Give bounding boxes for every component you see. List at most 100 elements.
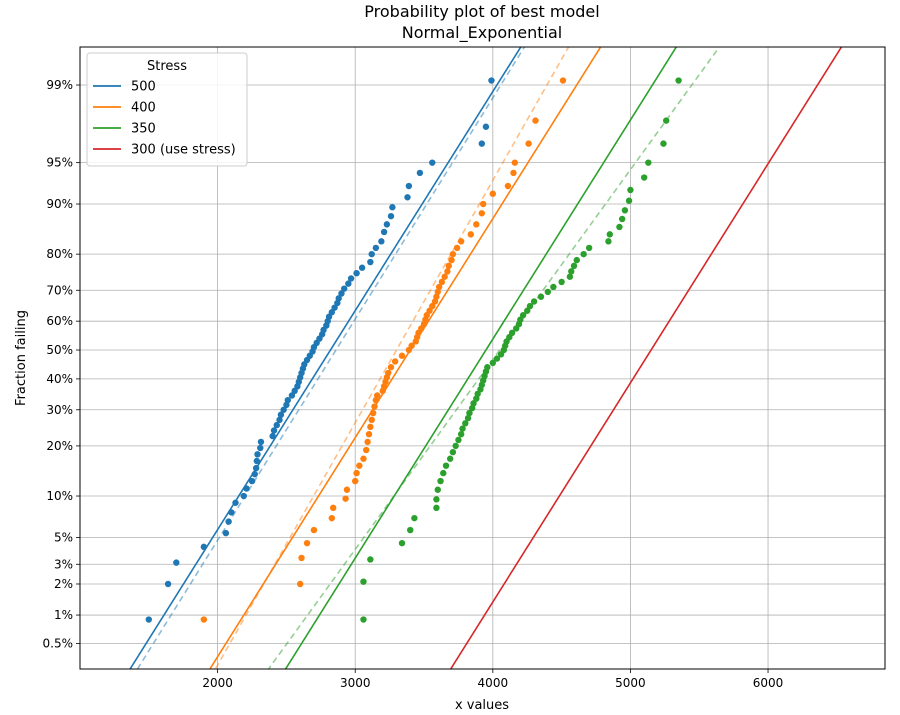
chart-subtitle: Normal_Exponential xyxy=(402,23,563,43)
point-500 xyxy=(368,250,375,258)
point-500 xyxy=(387,212,395,220)
point-350 xyxy=(558,278,565,286)
point-500 xyxy=(270,427,278,434)
point-500 xyxy=(367,258,374,266)
dashed-line-400 xyxy=(214,47,570,669)
point-400 xyxy=(478,210,486,217)
point-500 xyxy=(347,275,355,282)
y-tick-label: 40% xyxy=(46,372,73,386)
point-350 xyxy=(621,207,629,214)
legend-label-500: 500 xyxy=(131,80,156,95)
point-400 xyxy=(532,117,539,124)
point-400 xyxy=(433,293,440,300)
point-500 xyxy=(254,451,261,458)
point-400 xyxy=(449,250,457,258)
point-400 xyxy=(365,430,373,438)
point-350 xyxy=(433,496,440,503)
point-400 xyxy=(310,526,318,534)
point-350 xyxy=(550,283,557,291)
point-400 xyxy=(444,268,451,275)
x-tick-label: 3000 xyxy=(340,676,371,690)
point-500 xyxy=(145,616,153,623)
point-400 xyxy=(441,273,448,280)
y-axis-label: Fraction failing xyxy=(14,310,29,406)
point-500 xyxy=(253,457,261,465)
point-350 xyxy=(627,186,634,194)
point-500 xyxy=(416,169,424,177)
point-500 xyxy=(257,438,265,446)
point-500 xyxy=(273,421,280,429)
point-350 xyxy=(411,514,418,522)
point-350 xyxy=(457,430,465,438)
point-500 xyxy=(173,559,180,566)
legend: Stress 500 400 350 300 (use stress) xyxy=(86,52,248,167)
point-350 xyxy=(625,197,633,204)
point-500 xyxy=(222,529,230,537)
point-400 xyxy=(356,462,363,469)
dashed-line-350 xyxy=(267,47,721,669)
y-tick-label: 95% xyxy=(46,156,73,170)
point-500 xyxy=(240,492,247,500)
point-400 xyxy=(363,446,370,454)
point-500 xyxy=(228,509,235,516)
data-points xyxy=(145,77,682,623)
fitted-line-300-use-stress xyxy=(449,47,843,669)
point-400 xyxy=(457,238,465,245)
point-350 xyxy=(440,469,447,477)
point-350 xyxy=(449,448,457,456)
point-350 xyxy=(434,486,441,493)
point-350 xyxy=(605,238,612,245)
y-tick-label: 3% xyxy=(54,557,73,571)
point-350 xyxy=(398,539,406,547)
point-500 xyxy=(288,392,296,399)
point-400 xyxy=(504,182,512,190)
point-350 xyxy=(452,442,459,450)
point-500 xyxy=(383,221,391,228)
point-400 xyxy=(371,403,378,410)
point-350 xyxy=(484,364,491,371)
point-350 xyxy=(566,273,574,280)
point-350 xyxy=(616,223,623,231)
point-350 xyxy=(585,244,593,252)
y-tick-label: 30% xyxy=(46,403,73,417)
point-400 xyxy=(479,200,487,208)
fit-lines xyxy=(129,47,843,669)
point-400 xyxy=(385,369,392,377)
point-500 xyxy=(478,140,486,147)
point-350 xyxy=(573,256,580,264)
point-500 xyxy=(341,285,348,292)
point-350 xyxy=(675,77,682,84)
point-350 xyxy=(360,616,367,623)
point-350 xyxy=(530,298,538,305)
point-400 xyxy=(369,409,377,417)
point-350 xyxy=(442,462,450,469)
point-500 xyxy=(280,406,287,413)
point-350 xyxy=(489,359,497,367)
point-500 xyxy=(225,518,232,525)
legend-label-350: 350 xyxy=(131,122,156,137)
point-350 xyxy=(462,420,469,427)
y-tick-label: 10% xyxy=(46,489,73,503)
point-500 xyxy=(358,264,366,271)
point-400 xyxy=(329,504,337,512)
point-350 xyxy=(544,288,552,296)
point-500 xyxy=(338,290,345,297)
x-tick-label: 4000 xyxy=(478,676,509,690)
x-tick-label: 2000 xyxy=(202,676,233,690)
point-400 xyxy=(559,77,567,84)
point-350 xyxy=(526,302,534,310)
point-500 xyxy=(248,477,256,485)
point-350 xyxy=(570,262,578,270)
point-400 xyxy=(429,302,436,310)
y-tick-label: 70% xyxy=(46,283,73,297)
point-400 xyxy=(453,244,461,252)
point-400 xyxy=(525,140,532,147)
point-400 xyxy=(368,416,375,424)
point-500 xyxy=(232,499,239,506)
legend-box xyxy=(86,52,248,167)
point-400 xyxy=(473,221,480,228)
point-350 xyxy=(618,215,626,223)
point-350 xyxy=(367,556,374,563)
y-tick-label: 60% xyxy=(46,314,73,328)
